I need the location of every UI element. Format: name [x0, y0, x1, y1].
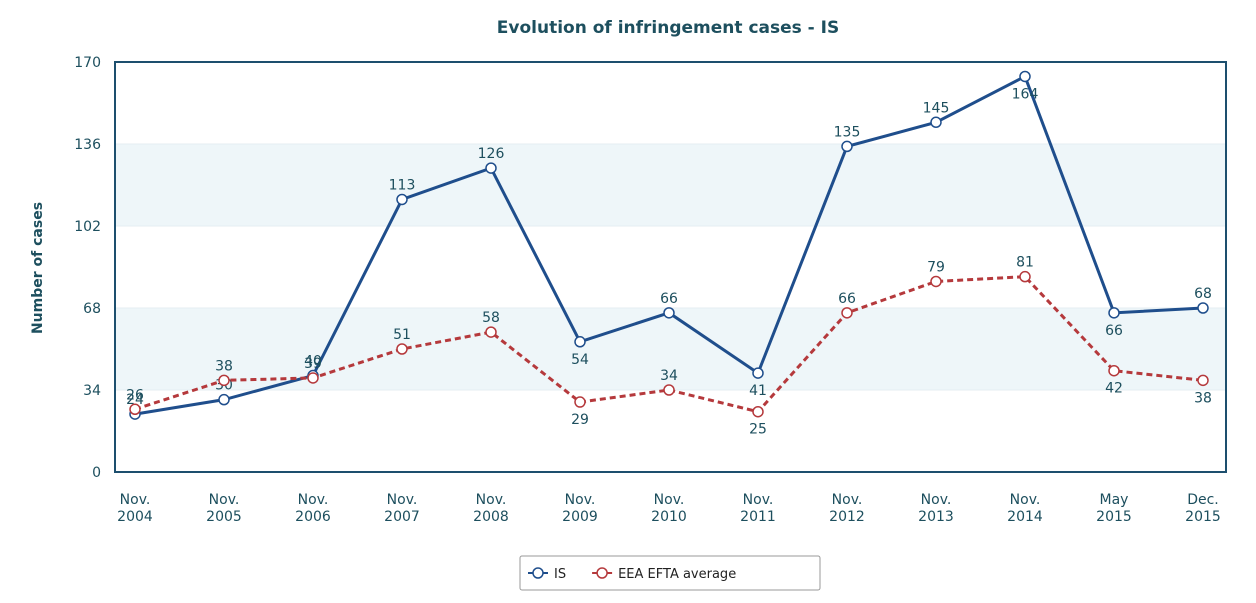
- point: [930, 116, 942, 129]
- data-label: 66: [1105, 323, 1123, 339]
- data-label: 66: [838, 291, 856, 307]
- point: [752, 405, 764, 418]
- point: [574, 396, 586, 408]
- data-label: 145: [923, 100, 950, 116]
- y-tick-label: 102: [74, 219, 101, 235]
- data-label: 38: [1194, 390, 1212, 406]
- data-label: 79: [927, 259, 945, 275]
- x-tick-label: Nov. 2004: [117, 492, 153, 525]
- point: [396, 343, 408, 355]
- legend-box: [519, 555, 821, 591]
- x-tick-label: Nov. 2012: [829, 492, 865, 525]
- data-label: 68: [1194, 286, 1212, 302]
- data-label: 58: [482, 310, 500, 326]
- y-tick-label: 0: [92, 465, 101, 481]
- chart-title: Evolution of infringement cases - IS: [497, 18, 839, 38]
- point: [485, 326, 497, 338]
- point: [663, 384, 675, 396]
- data-label: 25: [749, 422, 767, 438]
- plot-border: [114, 61, 1227, 473]
- x-tick-label: Nov. 2005: [206, 492, 242, 525]
- point: [1197, 374, 1209, 387]
- y-tick-label: 170: [74, 55, 101, 71]
- x-tick-label: Nov. 2007: [384, 492, 420, 525]
- data-label: 38: [215, 358, 233, 374]
- data-label: 81: [1016, 255, 1034, 271]
- data-label: 34: [660, 368, 678, 384]
- plot-band: [115, 144, 1226, 226]
- x-tick-label: Nov. 2013: [918, 492, 954, 525]
- data-label: 40: [304, 354, 322, 370]
- legend-marker: [532, 567, 544, 579]
- y-tick-label: 68: [83, 301, 101, 317]
- data-label: 54: [571, 352, 589, 368]
- data-label: 135: [834, 124, 861, 140]
- x-tick-label: Nov. 2008: [473, 492, 509, 525]
- point: [307, 372, 319, 384]
- point: [396, 193, 408, 206]
- x-tick-label: Nov. 2014: [1007, 492, 1043, 525]
- legend-marker: [596, 567, 608, 579]
- point: [930, 275, 942, 288]
- legend-label: EEA EFTA average: [618, 567, 736, 582]
- data-label: 29: [571, 412, 589, 428]
- point: [218, 393, 230, 406]
- x-tick-label: Nov. 2006: [295, 492, 331, 525]
- point: [485, 162, 497, 174]
- point: [574, 336, 586, 348]
- point: [218, 374, 230, 387]
- y-axis-label: Number of cases: [30, 202, 46, 334]
- x-tick-label: Nov. 2009: [562, 492, 598, 525]
- legend-label: IS: [554, 567, 566, 582]
- x-tick-label: May 2015: [1096, 492, 1132, 525]
- point: [1108, 307, 1120, 319]
- x-tick-label: Dec. 2015: [1185, 492, 1221, 525]
- point: [1197, 302, 1209, 314]
- point: [1019, 70, 1031, 83]
- point: [663, 307, 675, 319]
- data-label: 66: [660, 291, 678, 307]
- data-label: 113: [389, 177, 416, 193]
- data-label: 42: [1105, 381, 1123, 397]
- y-tick-label: 136: [74, 137, 101, 153]
- x-tick-label: Nov. 2011: [740, 492, 776, 525]
- point: [129, 403, 141, 416]
- data-label: 26: [126, 387, 144, 403]
- point: [841, 307, 853, 319]
- data-label: 39: [304, 356, 322, 372]
- point: [1108, 364, 1120, 377]
- point: [1019, 270, 1031, 283]
- data-label: 24: [126, 392, 144, 408]
- y-tick-label: 34: [83, 383, 101, 399]
- data-label: 126: [478, 146, 505, 162]
- x-tick-label: Nov. 2010: [651, 492, 687, 525]
- point: [841, 140, 853, 153]
- plot-band: [115, 308, 1226, 390]
- point: [752, 367, 764, 379]
- data-label: 51: [393, 327, 411, 343]
- data-label: 164: [1012, 86, 1039, 102]
- data-label: 41: [749, 383, 767, 399]
